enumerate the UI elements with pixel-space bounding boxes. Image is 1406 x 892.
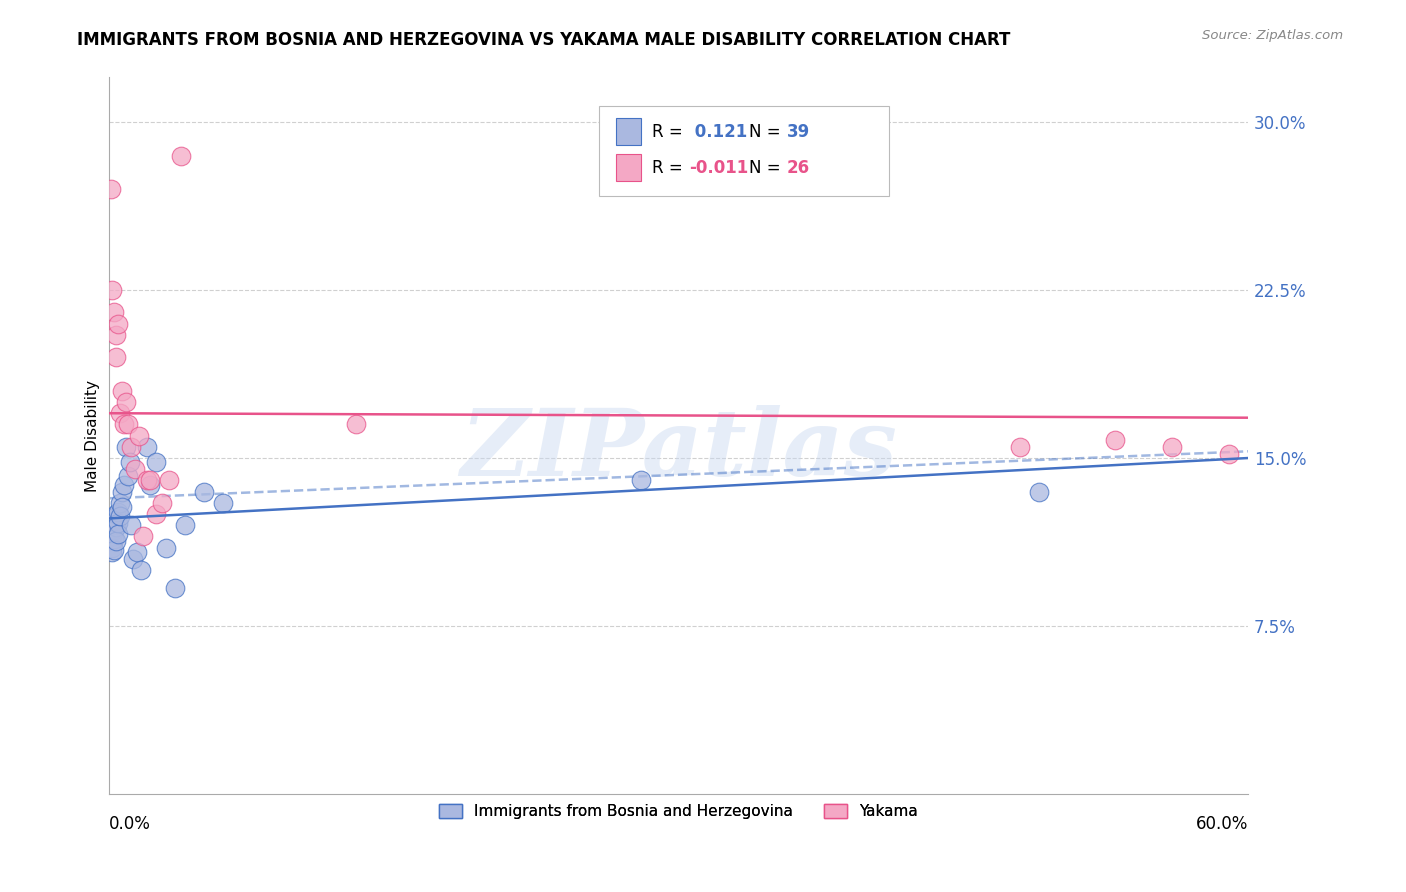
Point [111, 384, 134, 398]
Text: R =: R = [652, 123, 689, 141]
Point [159, 474, 181, 488]
Point [103, 305, 125, 319]
Text: 0.121: 0.121 [689, 123, 747, 141]
Point [114, 395, 136, 409]
Text: 39: 39 [787, 123, 810, 141]
FancyBboxPatch shape [616, 154, 641, 181]
Point [150, 496, 173, 510]
Point [122, 551, 145, 566]
Point [103, 514, 125, 528]
Point [344, 417, 367, 432]
Text: N =: N = [749, 159, 786, 177]
Point [108, 406, 131, 420]
Point [135, 474, 157, 488]
Point [107, 516, 129, 530]
Point [118, 455, 141, 469]
FancyBboxPatch shape [599, 106, 890, 195]
Text: 60.0%: 60.0% [1197, 815, 1249, 833]
Point [112, 417, 135, 432]
Point [101, 541, 124, 555]
Point [108, 509, 131, 524]
Point [165, 581, 187, 595]
Point [107, 527, 129, 541]
Point [101, 545, 124, 559]
Y-axis label: Male Disability: Male Disability [86, 380, 100, 491]
Point [128, 428, 150, 442]
Point [105, 351, 128, 365]
Point [145, 455, 167, 469]
Point [127, 545, 149, 559]
Point [630, 474, 652, 488]
Point [111, 484, 134, 499]
Point [170, 149, 193, 163]
Point [103, 542, 125, 557]
Point [1028, 484, 1050, 499]
Text: IMMIGRANTS FROM BOSNIA AND HERZEGOVINA VS YAKAMA MALE DISABILITY CORRELATION CHA: IMMIGRANTS FROM BOSNIA AND HERZEGOVINA V… [77, 31, 1011, 49]
Point [105, 327, 128, 342]
Point [211, 496, 233, 510]
Point [101, 283, 124, 297]
Point [100, 523, 122, 537]
Point [1104, 433, 1126, 447]
Point [117, 469, 139, 483]
Point [105, 533, 128, 548]
Point [105, 520, 128, 534]
Point [103, 532, 125, 546]
Text: ZIPatlas: ZIPatlas [460, 405, 897, 495]
Point [139, 478, 162, 492]
Point [101, 518, 124, 533]
Point [173, 518, 195, 533]
Point [100, 182, 122, 196]
Point [107, 317, 129, 331]
Point [101, 529, 124, 543]
Text: -0.011: -0.011 [689, 159, 748, 177]
Point [145, 507, 167, 521]
Point [100, 511, 122, 525]
Point [124, 462, 146, 476]
Point [132, 529, 155, 543]
Point [129, 563, 152, 577]
Point [111, 500, 134, 515]
Point [100, 533, 122, 548]
Point [103, 523, 125, 537]
Text: Source: ZipAtlas.com: Source: ZipAtlas.com [1202, 29, 1343, 42]
Point [117, 417, 139, 432]
Text: 26: 26 [787, 159, 810, 177]
Point [139, 474, 162, 488]
Point [114, 440, 136, 454]
Point [1218, 446, 1240, 460]
FancyBboxPatch shape [616, 119, 641, 145]
Point [120, 440, 142, 454]
Text: N =: N = [749, 123, 786, 141]
Point [135, 440, 157, 454]
Text: R =: R = [652, 159, 689, 177]
Point [108, 496, 131, 510]
Point [1161, 440, 1184, 454]
Point [105, 507, 128, 521]
Point [112, 478, 135, 492]
Text: 0.0%: 0.0% [108, 815, 150, 833]
Point [107, 505, 129, 519]
Point [1010, 440, 1032, 454]
Point [193, 484, 215, 499]
Point [120, 518, 142, 533]
Point [155, 541, 177, 555]
Legend: Immigrants from Bosnia and Herzegovina, Yakama: Immigrants from Bosnia and Herzegovina, … [433, 798, 924, 826]
